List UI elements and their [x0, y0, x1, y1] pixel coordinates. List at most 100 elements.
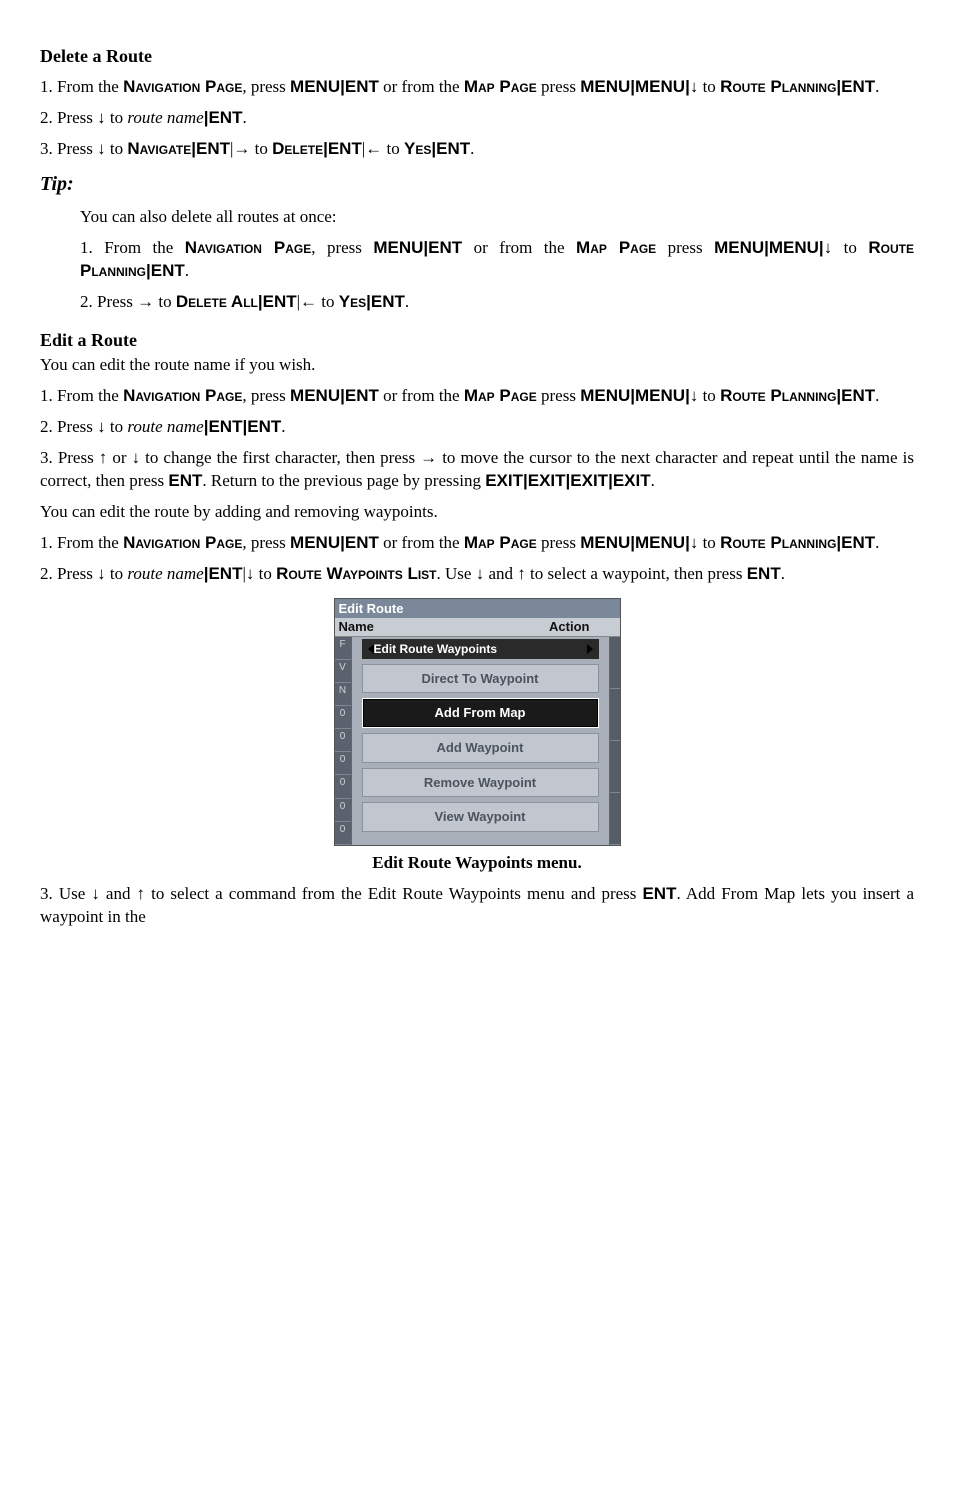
txt: . Return to the previous page by pressin… — [202, 471, 485, 490]
ss-scroll-seg — [610, 637, 620, 689]
txt: |← to — [297, 292, 339, 311]
ss-item-remove[interactable]: Remove Waypoint — [362, 768, 599, 798]
ss-header: Name Action — [335, 618, 620, 637]
txt: to — [698, 386, 720, 405]
map-page: Map Page — [464, 386, 537, 405]
txt: to — [698, 533, 720, 552]
tip-p1: You can also delete all routes at once: — [80, 206, 914, 229]
edit-route-screenshot: Edit Route Name Action F V N 0 0 0 0 0 0… — [334, 598, 621, 846]
txt: 2. Press ↓ to — [40, 108, 127, 127]
edit-route-p2: 2. Press ↓ to route name|ENT|ENT. — [40, 416, 914, 439]
ent: ENT — [247, 417, 281, 436]
menu-ent: MENU|ENT — [373, 238, 462, 257]
txt: 3. Press ↓ to — [40, 139, 127, 158]
route-wp-list: Route Waypoints List — [276, 564, 436, 583]
right-arrow-icon — [587, 644, 593, 654]
ss-item-addwp[interactable]: Add Waypoint — [362, 733, 599, 763]
ss-subtitle: Edit Route Waypoints — [362, 639, 599, 659]
ss-side-letter: 0 — [335, 775, 351, 798]
txt: press — [656, 238, 714, 257]
ent: |ENT — [836, 533, 875, 552]
txt: 1. From the — [40, 386, 123, 405]
edit-route-p5: 1. From the Navigation Page, press MENU|… — [40, 532, 914, 555]
txt: 1. From the — [40, 77, 123, 96]
ent: ENT — [208, 108, 242, 127]
ss-left-col: F V N 0 0 0 0 0 0 — [335, 637, 352, 845]
ss-col-name: Name — [339, 618, 374, 636]
txt: 2. Press ↓ to — [40, 417, 127, 436]
exit4: EXIT|EXIT|EXIT|EXIT — [485, 471, 650, 490]
txt: to — [698, 77, 720, 96]
ent: ENT — [196, 139, 230, 158]
menu-ent: MENU|ENT — [290, 386, 379, 405]
edit-route-intro: You can edit the route name if you wish. — [40, 354, 914, 377]
ent: ENT — [328, 139, 362, 158]
txt: to — [832, 238, 868, 257]
nav-page: Navigation Page — [123, 77, 242, 96]
ss-scroll-seg — [610, 793, 620, 845]
txt: , press — [242, 77, 290, 96]
txt: 1. From the — [40, 533, 123, 552]
route-name: route name — [127, 564, 203, 583]
menu-menu: MENU|MENU| — [580, 386, 690, 405]
ss-right-col — [609, 637, 620, 845]
delete-route-p2: 2. Press ↓ to route name|ENT. — [40, 107, 914, 130]
ss-main: Edit Route Waypoints Direct To Waypoint … — [352, 637, 609, 845]
map-page: Map Page — [576, 238, 656, 257]
txt: or from the — [462, 238, 576, 257]
txt: , press — [242, 533, 290, 552]
ss-item-direct[interactable]: Direct To Waypoint — [362, 664, 599, 694]
edit-route-p4: You can edit the route by adding and rem… — [40, 501, 914, 524]
txt: or from the — [379, 386, 464, 405]
edit-route-p1: 1. From the Navigation Page, press MENU|… — [40, 385, 914, 408]
route-planning: Route Planning — [720, 77, 836, 96]
txt: , press — [311, 238, 373, 257]
delete-route-p1: 1. From the Navigation Page, press MENU|… — [40, 76, 914, 99]
ss-col-action: Action — [549, 618, 589, 636]
ss-item-view[interactable]: View Waypoint — [362, 802, 599, 832]
ent: ENT — [747, 564, 781, 583]
txt: 1. From the — [80, 238, 185, 257]
ss-body: F V N 0 0 0 0 0 0 Edit Route Waypoints D… — [335, 637, 620, 845]
route-name: route name — [127, 417, 203, 436]
ss-side-letter: 0 — [335, 799, 351, 822]
ss-item-addmap[interactable]: Add From Map — [362, 698, 599, 728]
edit-route-p7: 3. Use ↓ and ↑ to select a command from … — [40, 883, 914, 929]
txt: press — [537, 77, 580, 96]
ss-side-letter: 0 — [335, 729, 351, 752]
txt: or from the — [379, 533, 464, 552]
map-page: Map Page — [464, 533, 537, 552]
menu-ent: MENU|ENT — [290, 77, 379, 96]
ss-side-letter: V — [335, 660, 351, 683]
txt: . Use ↓ and ↑ to select a waypoint, then… — [437, 564, 747, 583]
route-name: route name — [127, 108, 203, 127]
delete-route-heading: Delete a Route — [40, 44, 914, 68]
tip-p2: 1. From the Navigation Page, press MENU|… — [80, 237, 914, 283]
ent: ENT — [371, 292, 405, 311]
nav-page: Navigation Page — [123, 386, 242, 405]
edit-route-p6: 2. Press ↓ to route name|ENT|↓ to Route … — [40, 563, 914, 586]
ss-side-letter: 0 — [335, 752, 351, 775]
ss-side-letter: N — [335, 683, 351, 706]
txt: 2. Press ↓ to — [40, 564, 127, 583]
txt: |← to — [362, 139, 404, 158]
edit-route-p3: 3. Press ↑ or ↓ to change the first char… — [40, 447, 914, 493]
down: ↓ — [824, 238, 833, 257]
ss-side-letter: 0 — [335, 822, 351, 845]
tip-heading: Tip: — [40, 171, 914, 198]
ent: |ENT — [836, 77, 875, 96]
txt: press — [537, 533, 580, 552]
ent: ENT — [208, 417, 242, 436]
delete: Delete — [272, 139, 323, 158]
txt: press — [537, 386, 580, 405]
menu-ent: MENU|ENT — [290, 533, 379, 552]
txt: or from the — [379, 77, 464, 96]
txt: , press — [242, 386, 290, 405]
menu-menu: MENU|MENU| — [714, 238, 824, 257]
ss-titlebar: Edit Route — [335, 599, 620, 619]
ent: ENT — [168, 471, 202, 490]
ent: |ENT — [146, 261, 185, 280]
nav-page: Navigation Page — [185, 238, 311, 257]
map-page: Map Page — [464, 77, 537, 96]
ent: ENT — [208, 564, 242, 583]
